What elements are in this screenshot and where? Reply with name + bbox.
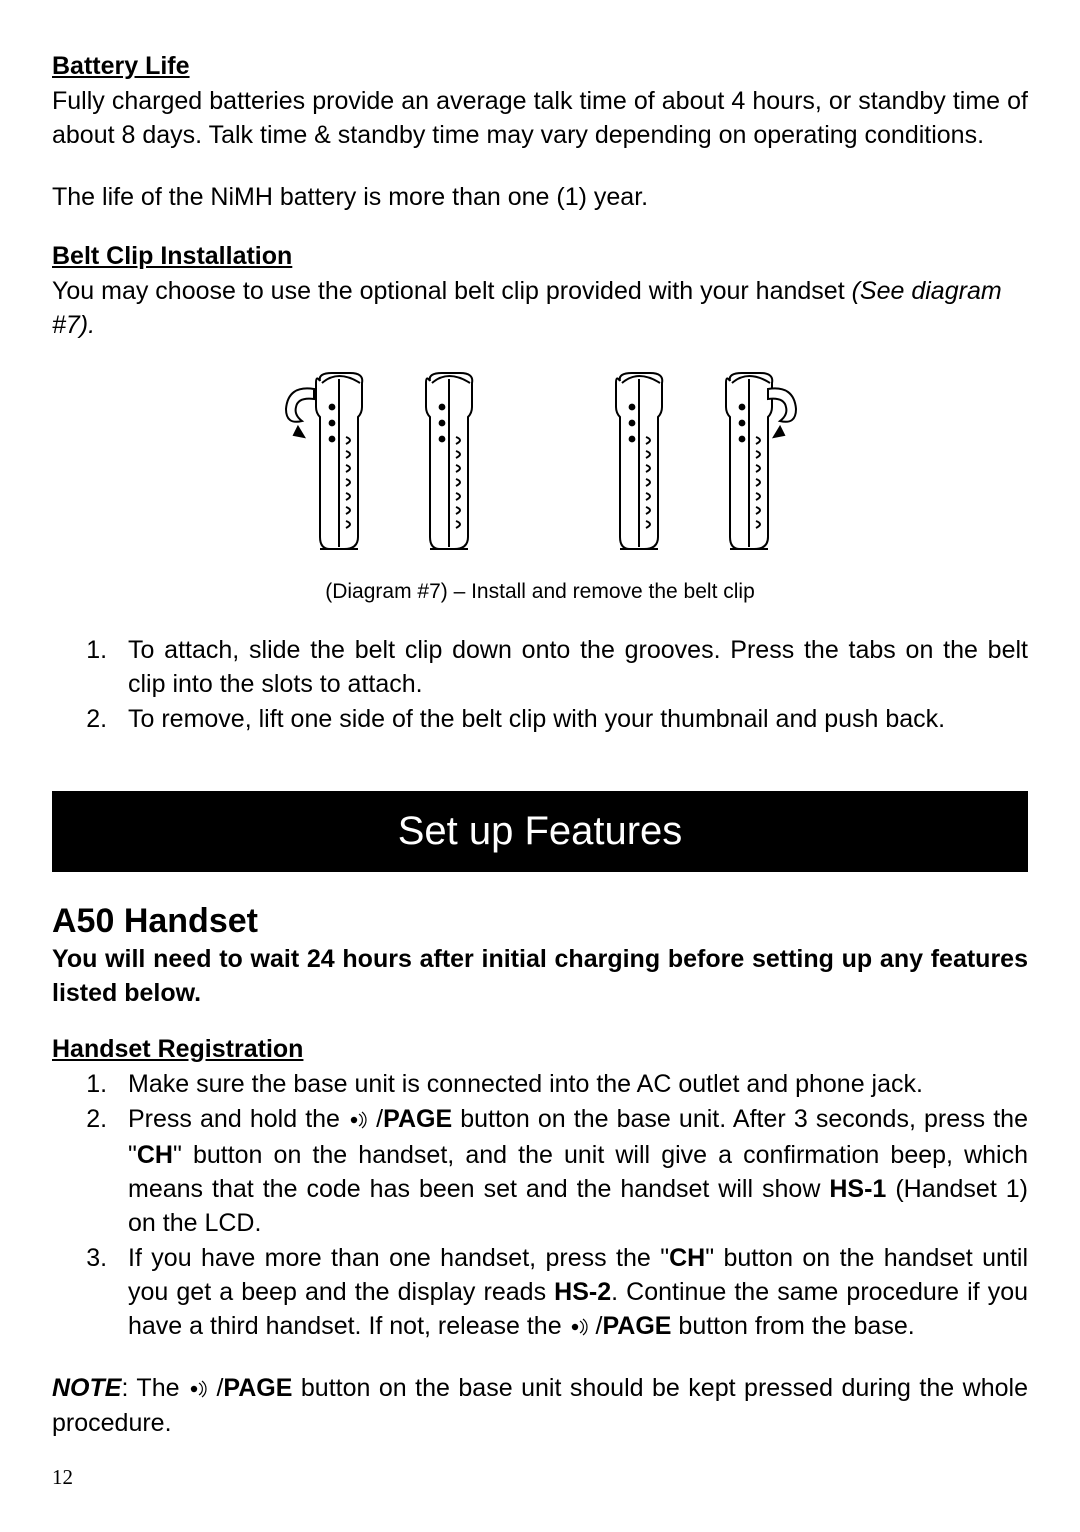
reg-2-d: CH [137, 1141, 173, 1169]
reg-3-f: / [589, 1312, 603, 1340]
belt-clip-intro-text: You may choose to use the optional belt … [52, 277, 852, 305]
battery-life-p2: The life of the NiMH battery is more tha… [52, 181, 1028, 215]
reg-step-1: Make sure the base unit is connected int… [114, 1068, 1028, 1102]
reg-step-2: Press and hold the /PAGE button on the b… [114, 1103, 1028, 1240]
page-icon [569, 1312, 589, 1346]
reg-2-b2: PAGE [383, 1105, 452, 1133]
note-label: NOTE [52, 1374, 121, 1402]
document-page: Battery Life Fully charged batteries pro… [0, 0, 1080, 1532]
belt-clip-intro: You may choose to use the optional belt … [52, 275, 1028, 343]
reg-3-g: button from the base. [671, 1312, 914, 1340]
reg-3-f2: PAGE [602, 1312, 671, 1340]
handset-reg-heading: Handset Registration [52, 1035, 1028, 1064]
reg-2-f: HS-1 [829, 1175, 886, 1203]
reg-step-3: If you have more than one handset, press… [114, 1242, 1028, 1345]
handset-reg-steps: Make sure the base unit is connected int… [52, 1068, 1028, 1346]
note-b2: PAGE [223, 1374, 292, 1402]
page-icon [348, 1105, 368, 1139]
belt-clip-steps: To attach, slide the belt clip down onto… [52, 634, 1028, 737]
battery-life-heading: Battery Life [52, 52, 1028, 81]
battery-life-p1: Fully charged batteries provide an avera… [52, 85, 1028, 153]
diagram-caption: (Diagram #7) – Install and remove the be… [52, 580, 1028, 604]
belt-clip-diagram [52, 367, 1028, 562]
reg-2-b: / [368, 1105, 383, 1133]
belt-clip-step-1: To attach, slide the belt clip down onto… [114, 634, 1028, 702]
page-icon [188, 1374, 208, 1408]
belt-clip-step-2: To remove, lift one side of the belt cli… [114, 703, 1028, 737]
a50-warning: You will need to wait 24 hours after ini… [52, 943, 1028, 1011]
reg-3-b: CH [669, 1244, 705, 1272]
a50-title: A50 Handset [52, 902, 1028, 941]
reg-2-a: Press and hold the [128, 1105, 348, 1133]
belt-clip-heading: Belt Clip Installation [52, 242, 1028, 271]
reg-3-d: HS-2 [554, 1278, 611, 1306]
note-b: / [208, 1374, 223, 1402]
note-text: NOTE: The /PAGE button on the base unit … [52, 1372, 1028, 1442]
reg-3-a: If you have more than one handset, press… [128, 1244, 669, 1272]
note-a: : The [121, 1374, 188, 1402]
page-number: 12 [52, 1465, 73, 1490]
setup-features-banner: Set up Features [52, 791, 1028, 872]
